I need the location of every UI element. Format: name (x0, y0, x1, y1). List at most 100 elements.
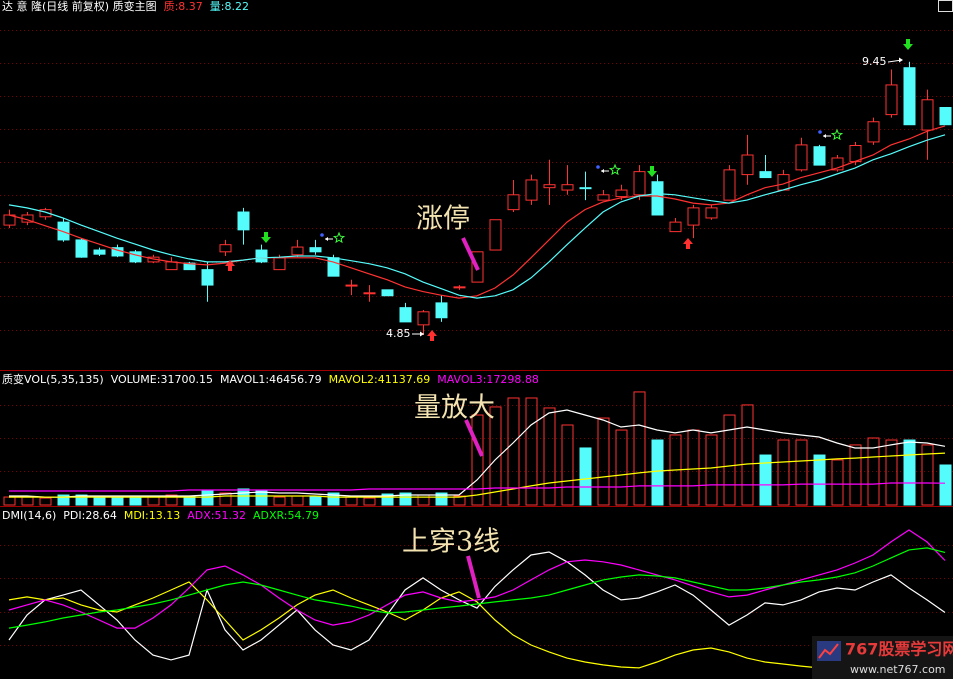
legend-entry: 质:8.37 (164, 0, 203, 13)
indicator-line (9, 409, 946, 498)
candle-body (219, 244, 232, 253)
volume-bar (831, 459, 844, 506)
annotation-pointer (466, 555, 481, 599)
buy-signal (683, 238, 693, 249)
candle-body (273, 257, 286, 271)
volume-bar (741, 404, 754, 506)
candle-body (543, 184, 556, 189)
signal-dot (818, 130, 822, 134)
candle-body (129, 251, 142, 263)
volume-bar (543, 407, 556, 506)
watermark-title: 767股票学习网 (845, 640, 953, 659)
annotation: 量放大 (414, 393, 495, 424)
volume-bar (615, 429, 628, 506)
panel-title: 质变VOL(5,35,135) (2, 372, 104, 386)
volume-bar (759, 454, 772, 506)
indicator-line (8, 134, 946, 299)
volume-bar (75, 494, 88, 506)
volume-bar (849, 444, 862, 506)
volume-bar (273, 496, 286, 506)
candle-body (399, 307, 412, 323)
candle-body (795, 144, 808, 171)
signal-arrow-head (325, 237, 328, 241)
candle-body (759, 171, 772, 179)
candle-body (417, 311, 430, 326)
buy-signal (427, 330, 437, 341)
legend-entry: 量:8.22 (210, 0, 249, 13)
indicator-line (9, 452, 946, 498)
volume-bar (453, 495, 466, 506)
volume-bar (921, 444, 934, 506)
candle-body (327, 257, 340, 277)
high-price-label: 9.45 (862, 55, 887, 68)
candle-body (507, 194, 520, 211)
candle-body (561, 184, 574, 191)
volume-bar (255, 490, 268, 506)
volume-bar (381, 493, 394, 506)
sell-signal (261, 232, 271, 243)
marks (3, 39, 952, 669)
volume-bar (435, 492, 448, 506)
candle-body (831, 157, 844, 171)
indicator-line (8, 547, 946, 629)
volume-bar (309, 495, 322, 506)
volume-bar (633, 391, 646, 506)
watermark-url: www.net767.com (850, 663, 946, 676)
candle-body (579, 187, 592, 190)
legend-entry: ADX:51.32 (187, 509, 246, 522)
indicator-line (9, 482, 946, 492)
candle-body (183, 262, 196, 271)
watermark-logo-line (818, 643, 839, 659)
volume-bar (399, 492, 412, 506)
candle-body (525, 179, 538, 201)
legend-entry: ADXR:54.79 (253, 509, 319, 522)
sell-signal (647, 166, 657, 177)
volume-bar (705, 434, 718, 506)
volume-bar (813, 454, 826, 506)
volume-bar (561, 424, 574, 506)
volume-bar (867, 437, 880, 506)
legend-entry: MAVOL1:46456.79 (220, 373, 322, 386)
volume-bar (885, 439, 898, 506)
annotation: 上穿3线 (402, 527, 500, 558)
candle-body (741, 154, 754, 176)
signal-dot (596, 165, 600, 169)
indicator-line (8, 581, 946, 669)
candle-body (165, 261, 178, 271)
candle-body (849, 145, 862, 163)
annotation-pointer (461, 237, 480, 271)
candle-body (921, 99, 934, 131)
candle-body (381, 289, 394, 297)
star-marker (830, 128, 844, 141)
volume-bar (579, 447, 592, 506)
indicator-line (8, 125, 946, 299)
candle-body (201, 269, 214, 286)
legend-entry: VOLUME:31700.15 (111, 373, 213, 386)
candle-body (453, 286, 466, 289)
candle-body (615, 189, 628, 198)
candle-body (813, 146, 826, 166)
buy-signal (225, 260, 235, 271)
candle-body (363, 292, 376, 295)
candle-body (705, 207, 718, 219)
volume-bar (219, 492, 232, 506)
indicator-line (8, 551, 946, 661)
candle-body (633, 171, 646, 196)
candle-body (939, 106, 952, 126)
candle-body (885, 84, 898, 116)
candle-body (723, 169, 736, 201)
star-marker (332, 231, 346, 244)
volume-bar (93, 496, 106, 506)
volume-bar (165, 494, 178, 506)
star-marker (608, 163, 622, 176)
volume-bar (651, 439, 664, 506)
candle-body (903, 67, 916, 126)
candle-body (345, 284, 358, 287)
signal-arrow-head (823, 134, 826, 138)
candle-body (669, 221, 682, 233)
candle-body (39, 209, 52, 218)
signal-arrow-head (601, 169, 604, 173)
label-pointer-head (420, 331, 424, 337)
